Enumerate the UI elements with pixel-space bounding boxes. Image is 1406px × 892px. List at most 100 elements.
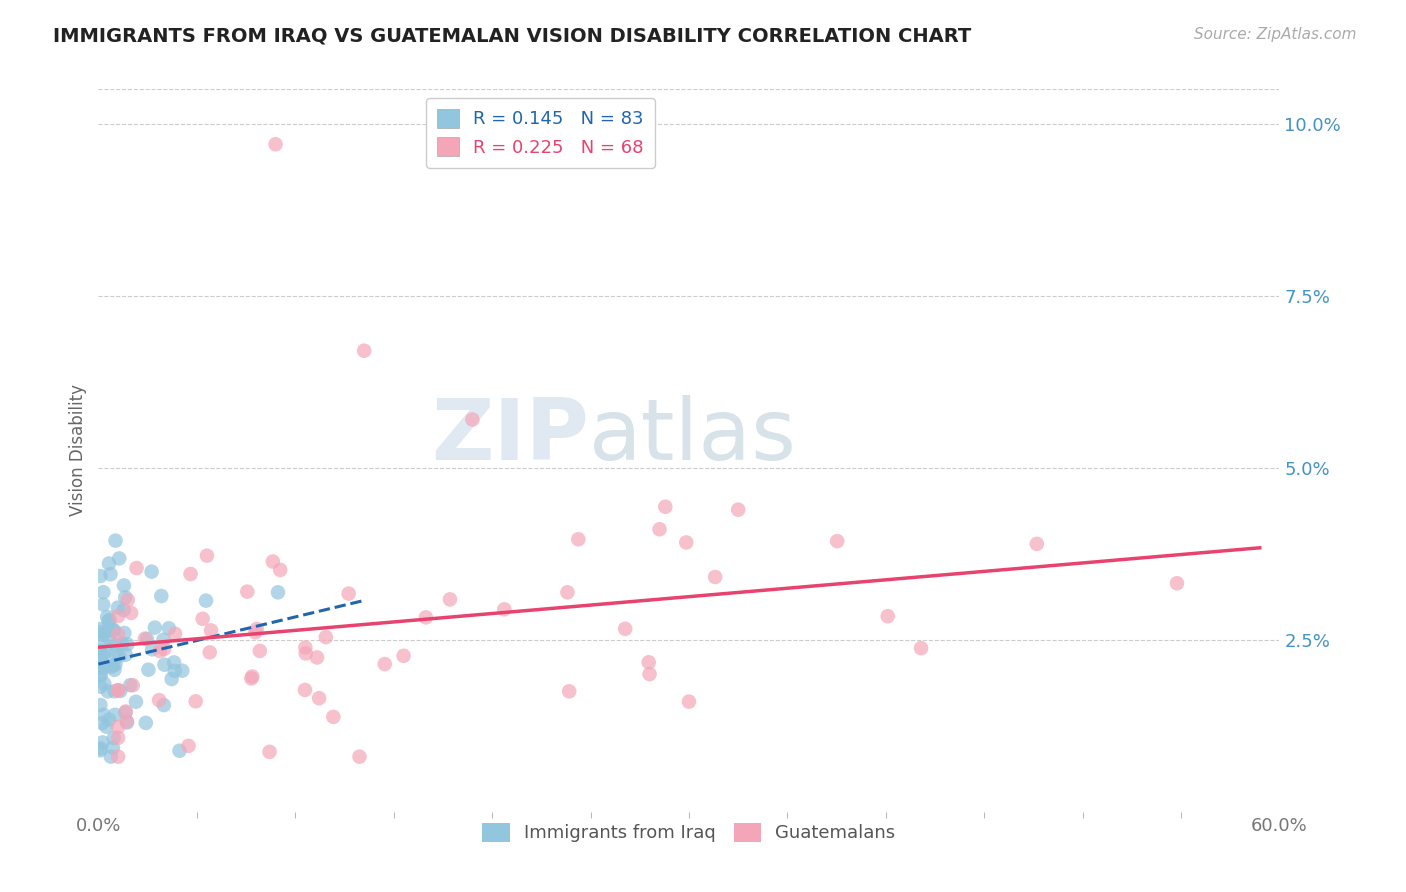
Point	[93, 707, 115, 722]
Point	[121, 678, 143, 692]
Point	[1166, 576, 1188, 591]
Text: atlas: atlas	[589, 394, 797, 477]
Point	[89, 569, 111, 583]
Point	[675, 535, 697, 549]
Point	[259, 745, 281, 759]
Point	[104, 533, 127, 548]
Point	[177, 739, 200, 753]
Point	[114, 591, 136, 605]
Point	[103, 658, 125, 673]
Point	[93, 648, 115, 662]
Point	[184, 694, 207, 708]
Point	[337, 586, 360, 600]
Point	[91, 716, 114, 731]
Point	[104, 707, 127, 722]
Point	[120, 678, 142, 692]
Point	[104, 657, 127, 672]
Point	[89, 644, 111, 658]
Point	[180, 566, 202, 581]
Point	[89, 698, 111, 712]
Point	[100, 567, 122, 582]
Point	[100, 660, 122, 674]
Point	[1025, 537, 1047, 551]
Point	[89, 654, 111, 668]
Point	[104, 638, 127, 652]
Text: IMMIGRANTS FROM IRAQ VS GUATEMALAN VISION DISABILITY CORRELATION CHART: IMMIGRANTS FROM IRAQ VS GUATEMALAN VISIO…	[53, 27, 972, 45]
Point	[110, 684, 132, 698]
Point	[93, 657, 115, 672]
Point	[141, 642, 163, 657]
Point	[104, 684, 127, 698]
Point	[107, 683, 129, 698]
Point	[494, 602, 516, 616]
Point	[349, 749, 371, 764]
Point	[103, 663, 125, 677]
Point	[141, 565, 163, 579]
Point	[143, 621, 166, 635]
Point	[910, 641, 932, 656]
Point	[91, 735, 114, 749]
Point	[114, 648, 136, 662]
Point	[107, 683, 129, 698]
Point	[89, 625, 111, 640]
Point	[98, 557, 121, 571]
Point	[322, 710, 344, 724]
Point	[125, 561, 148, 575]
Point	[169, 744, 191, 758]
Point	[107, 609, 129, 624]
Point	[195, 549, 218, 563]
Point	[264, 137, 287, 152]
Point	[96, 645, 118, 659]
Point	[98, 632, 121, 646]
Point	[648, 522, 671, 536]
Point	[98, 613, 121, 627]
Point	[153, 698, 176, 712]
Point	[149, 644, 172, 658]
Y-axis label: Vision Disability: Vision Disability	[69, 384, 87, 516]
Point	[107, 731, 129, 745]
Point	[138, 663, 160, 677]
Point	[89, 741, 111, 756]
Point	[91, 585, 114, 599]
Point	[262, 555, 284, 569]
Point	[108, 551, 131, 566]
Point	[150, 589, 173, 603]
Point	[160, 672, 183, 686]
Point	[148, 693, 170, 707]
Point	[98, 713, 121, 727]
Point	[198, 645, 221, 659]
Point	[117, 593, 139, 607]
Point	[246, 622, 269, 636]
Point	[245, 625, 267, 640]
Point	[236, 584, 259, 599]
Point	[267, 585, 290, 599]
Point	[125, 695, 148, 709]
Point	[240, 669, 263, 683]
Point	[308, 691, 330, 706]
Point	[727, 502, 749, 516]
Point	[112, 626, 135, 640]
Point	[98, 624, 121, 638]
Point	[825, 534, 848, 549]
Point	[103, 731, 125, 745]
Point	[112, 578, 135, 592]
Point	[614, 622, 637, 636]
Point	[157, 621, 180, 635]
Point	[89, 667, 111, 681]
Text: ZIP: ZIP	[430, 394, 589, 477]
Point	[91, 634, 114, 648]
Point	[172, 664, 194, 678]
Point	[135, 715, 157, 730]
Point	[103, 623, 125, 637]
Point	[153, 642, 176, 657]
Point	[165, 626, 187, 640]
Point	[100, 749, 122, 764]
Point	[392, 648, 415, 663]
Point	[117, 637, 139, 651]
Point	[294, 647, 316, 661]
Point	[89, 622, 111, 636]
Point	[134, 632, 156, 646]
Point	[112, 603, 135, 617]
Point	[294, 640, 316, 655]
Legend: Immigrants from Iraq, Guatemalans: Immigrants from Iraq, Guatemalans	[475, 816, 903, 850]
